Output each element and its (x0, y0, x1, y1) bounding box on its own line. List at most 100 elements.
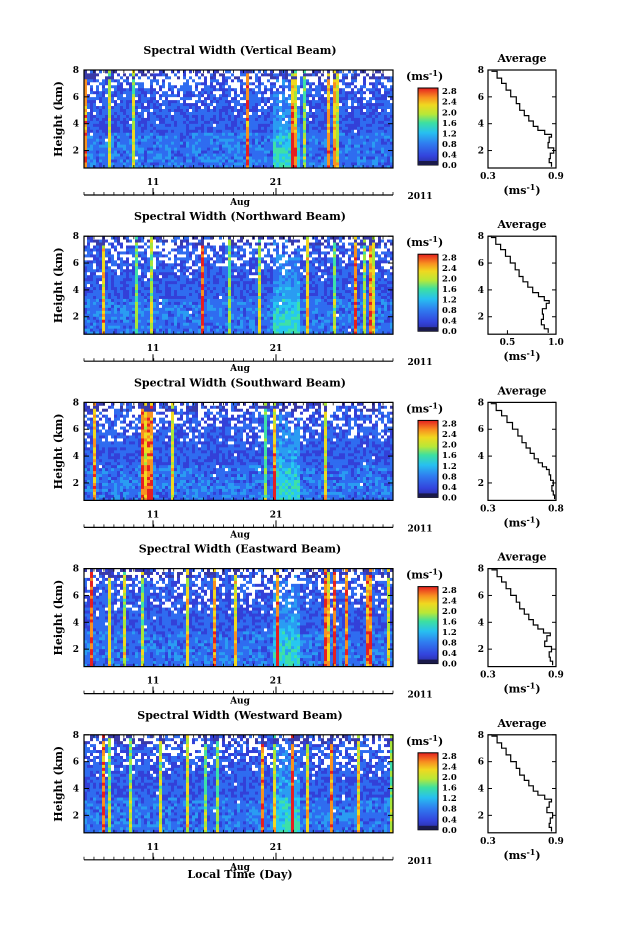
colorbar-tick: 2.0 (442, 773, 457, 783)
x-tick-label: 11 (147, 677, 160, 687)
year-label: 2011 (407, 691, 432, 701)
colorbar-tick: 2.0 (442, 441, 457, 451)
x-tick-label: 11 (147, 510, 160, 520)
colorbar-tick: 0.0 (442, 161, 457, 171)
profile-x-tick: 1.0 (548, 338, 564, 348)
colorbar-tick: 0.4 (442, 649, 457, 659)
profile-y-tick: 4 (478, 452, 484, 462)
colorbar (417, 752, 439, 831)
panel-title: Spectral Width (Westward Beam) (137, 709, 342, 722)
profile-frame (487, 69, 557, 169)
colorbar-unit: (ms-1) (406, 234, 443, 249)
colorbar-tick: 1.2 (442, 628, 457, 638)
colorbar-tick: 2.0 (442, 274, 457, 284)
year-label: 2011 (407, 524, 432, 534)
colorbar-tick: 1.6 (442, 784, 457, 794)
colorbar-tick: 0.0 (442, 660, 457, 670)
colorbar-tick: 2.0 (442, 108, 457, 118)
month-label: Aug (229, 863, 251, 873)
profile-line (490, 236, 550, 333)
colorbar (417, 253, 439, 332)
figure-xlabel: Local Time (Day) (187, 868, 292, 881)
profile-frame (487, 401, 557, 501)
profile-y-tick: 2 (478, 147, 484, 157)
colorbar-tick: 2.4 (442, 430, 457, 440)
profile-x-tick: 0.5 (500, 338, 516, 348)
colorbar-tick: 2.8 (442, 752, 457, 762)
profile-y-tick: 4 (478, 784, 484, 794)
colorbar-unit: (ms-1) (406, 567, 443, 582)
y-tick-label: 6 (73, 425, 79, 435)
colorbar-tick: 2.8 (442, 586, 457, 596)
profile-y-tick: 8 (478, 398, 484, 408)
colorbar-unit: (ms-1) (406, 733, 443, 748)
y-tick-label: 2 (73, 645, 79, 655)
x-tick-label: 21 (270, 677, 283, 687)
profile-y-tick: 6 (478, 591, 484, 601)
profile-y-tick: 2 (478, 313, 484, 323)
y-tick-label: 4 (73, 120, 79, 130)
panel-title: Spectral Width (Vertical Beam) (143, 44, 336, 57)
year-label: 2011 (407, 857, 432, 867)
profile-y-tick: 4 (478, 286, 484, 296)
profile-xlabel: (ms-1) (503, 514, 540, 529)
y-tick-label: 8 (73, 731, 79, 741)
panel-title: Spectral Width (Northward Beam) (134, 210, 346, 223)
panel-3: Spectral Width (Eastward Beam) 2 4 6 8 Height… (52, 543, 564, 707)
profile-x-tick: 0.3 (480, 172, 496, 182)
colorbar (417, 586, 439, 665)
profile-y-tick: 6 (478, 425, 484, 435)
colorbar-tick: 0.8 (442, 639, 457, 649)
y-tick-label: 6 (73, 591, 79, 601)
profile-frame (487, 235, 557, 335)
profile-title: Average (496, 384, 546, 397)
profile-y-tick: 6 (478, 758, 484, 768)
colorbar-tick: 0.8 (442, 472, 457, 482)
profile-y-tick: 8 (478, 66, 484, 76)
y-axis-label: Height (km) (52, 247, 65, 323)
profile-title: Average (496, 52, 546, 65)
y-tick-label: 4 (73, 452, 79, 462)
month-label: Aug (229, 697, 251, 707)
colorbar-tick: 1.2 (442, 462, 457, 472)
profile-line (490, 403, 556, 500)
profile-x-tick: 0.3 (480, 837, 496, 847)
colorbar-tick: 2.4 (442, 264, 457, 274)
colorbar-tick: 2.4 (442, 596, 457, 606)
y-tick-label: 4 (73, 286, 79, 296)
profile-x-tick: 0.9 (548, 172, 564, 182)
x-tick-label: 21 (270, 178, 283, 188)
panel-title: Spectral Width (Southward Beam) (134, 376, 346, 389)
profile-y-tick: 2 (478, 645, 484, 655)
profile-y-tick: 2 (478, 811, 484, 821)
y-axis-label: Height (km) (52, 580, 65, 656)
profile-title: Average (496, 551, 546, 564)
profile-y-tick: 8 (478, 232, 484, 242)
x-tick-label: 11 (147, 344, 160, 354)
colorbar-tick: 1.2 (442, 129, 457, 139)
year-label: 2011 (407, 192, 432, 202)
colorbar (417, 419, 439, 498)
colorbar-tick: 2.4 (442, 763, 457, 773)
heatmap-cells (84, 70, 394, 169)
y-tick-label: 8 (73, 398, 79, 408)
month-label: Aug (229, 198, 251, 208)
x-tick-label: 21 (270, 843, 283, 853)
profile-x-tick: 0.3 (480, 671, 496, 681)
colorbar-tick: 0.8 (442, 805, 457, 815)
profile-x-tick: 0.8 (548, 504, 564, 514)
y-tick-label: 6 (73, 93, 79, 103)
x-tick-label: 11 (147, 178, 160, 188)
y-tick-label: 4 (73, 784, 79, 794)
profile-y-tick: 8 (478, 565, 484, 575)
profile-line (491, 70, 555, 167)
month-label: Aug (229, 364, 251, 374)
colorbar-tick: 0.4 (442, 483, 457, 493)
colorbar-tick: 1.6 (442, 119, 457, 129)
panel-title: Spectral Width (Eastward Beam) (139, 543, 341, 556)
panel-1: Spectral Width (Northward Beam) 2 4 6 8 Heigh… (52, 210, 564, 374)
heatmap-frame (83, 734, 394, 834)
profile-y-tick: 8 (478, 731, 484, 741)
profile-x-tick: 0.3 (480, 504, 496, 514)
